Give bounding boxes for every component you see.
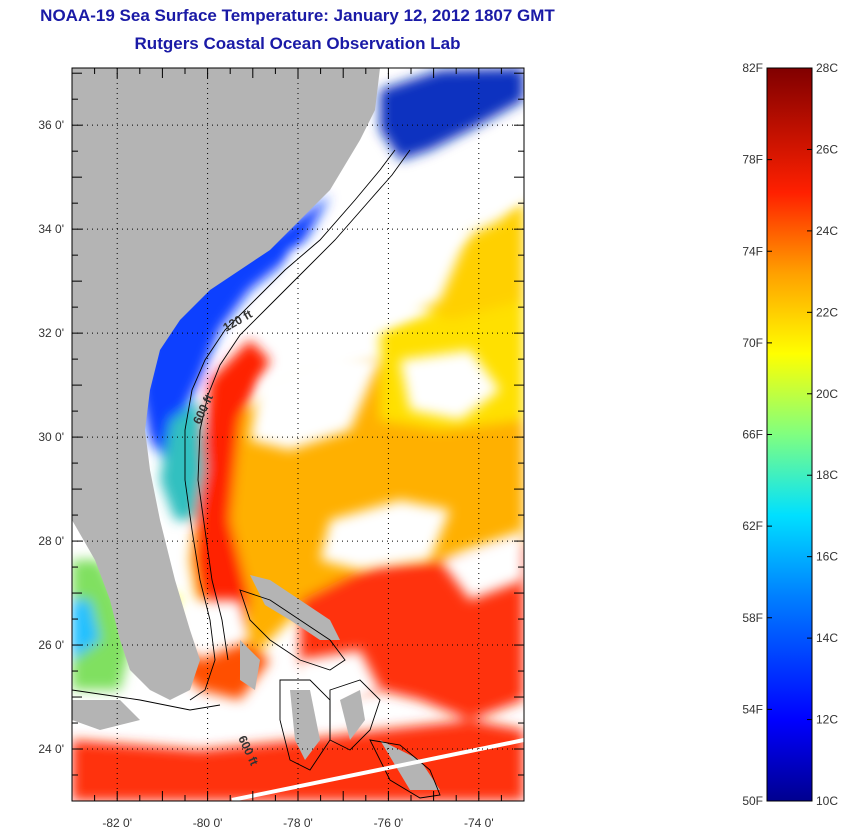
map-ticks bbox=[71, 68, 525, 802]
colorbar-f-label: 78F bbox=[742, 153, 763, 167]
lon-label: -76 0' bbox=[374, 816, 404, 830]
lat-label: 28 0' bbox=[38, 534, 64, 548]
colorbar-c-label: 10C bbox=[816, 794, 838, 808]
map-title: NOAA-19 Sea Surface Temperature: January… bbox=[40, 6, 555, 25]
land-mask bbox=[72, 68, 440, 790]
colorbar-c-label: 24C bbox=[816, 224, 838, 238]
colorbar-celsius-labels: 28C 26C 24C 22C 20C 18C 16C 14C 12C 10C bbox=[807, 61, 838, 808]
colorbar-f-label: 50F bbox=[742, 794, 763, 808]
swath-edge-line bbox=[231, 738, 524, 801]
map-panel: 120 ft 600 ft 600 ft bbox=[72, 68, 524, 801]
colorbar-f-label: 58F bbox=[742, 611, 763, 625]
map-grid bbox=[72, 68, 524, 801]
latitude-labels: 36 0' 34 0' 32 0' 30 0' 28 0' 26 0' 24 0' bbox=[38, 118, 64, 756]
colorbar-f-label: 82F bbox=[742, 61, 763, 75]
colorbar-c-label: 16C bbox=[816, 550, 838, 564]
lat-label: 24 0' bbox=[38, 742, 64, 756]
colorbar-c-label: 22C bbox=[816, 305, 838, 319]
colorbar-c-label: 14C bbox=[816, 631, 838, 645]
lat-label: 30 0' bbox=[38, 430, 64, 444]
lat-label: 34 0' bbox=[38, 222, 64, 236]
lat-label: 26 0' bbox=[38, 638, 64, 652]
colorbar-c-label: 18C bbox=[816, 468, 838, 482]
lat-label: 36 0' bbox=[38, 118, 64, 132]
colorbar-f-label: 74F bbox=[742, 244, 763, 258]
colorbar-fahrenheit-labels: 82F 78F 74F 70F 66F 62F 58F 54F 50F bbox=[742, 61, 772, 808]
bathymetry-contours bbox=[72, 149, 441, 799]
colorbar-f-label: 62F bbox=[742, 519, 763, 533]
colorbar-f-label: 54F bbox=[742, 702, 763, 716]
lon-label: -80 0' bbox=[193, 816, 223, 830]
cloud-cover bbox=[175, 130, 524, 720]
map-subtitle: Rutgers Coastal Ocean Observation Lab bbox=[134, 34, 461, 53]
colorbar-c-label: 26C bbox=[816, 142, 838, 156]
colorbar-f-label: 66F bbox=[742, 428, 763, 442]
lon-label: -78 0' bbox=[283, 816, 313, 830]
colorbar-c-label: 28C bbox=[816, 61, 838, 75]
colorbar-c-label: 12C bbox=[816, 713, 838, 727]
colorbar-f-label: 70F bbox=[742, 336, 763, 350]
colorbar-c-label: 20C bbox=[816, 387, 838, 401]
lon-label: -74 0' bbox=[464, 816, 494, 830]
lon-label: -82 0' bbox=[102, 816, 132, 830]
longitude-labels: -82 0' -80 0' -78 0' -76 0' -74 0' bbox=[102, 816, 493, 830]
lat-label: 32 0' bbox=[38, 326, 64, 340]
colorbar-ramp bbox=[766, 67, 813, 802]
